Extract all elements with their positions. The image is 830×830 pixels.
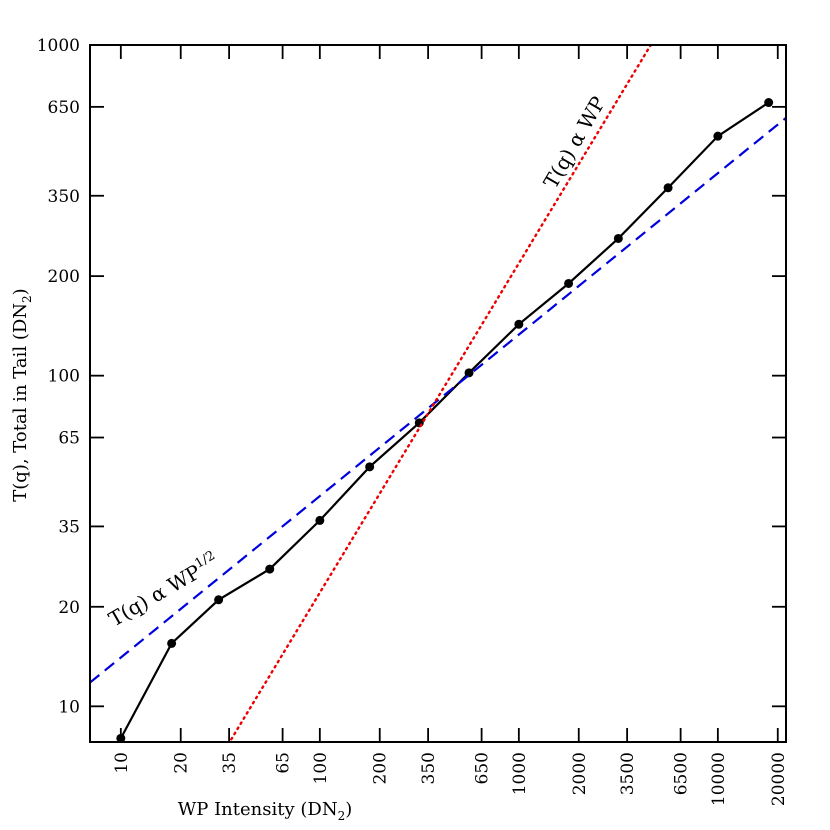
y-tick-label: 35 [58,517,80,537]
y-axis-title: T(q), Total in Tail (DN2) [10,288,34,501]
y-tick-label: 650 [48,98,80,118]
y-tick-label: 20 [58,598,80,618]
linear-fit-line [228,45,652,742]
data-line [119,101,770,739]
x-tick-label: 650 [473,752,493,784]
data-point [167,638,177,648]
x-tick-label: 1000 [510,752,530,795]
x-tick-label: 6500 [672,752,692,795]
y-tick-label: 200 [48,267,80,287]
ticks-layer: 10 20 35 65 100 200 350 650 1000 2000 3500 6500 1000… [37,36,789,806]
x-tick-label: 350 [419,752,439,784]
y-tick-label: 10 [58,697,80,717]
x-tick-label: 100 [311,752,331,784]
plot-frame [89,44,787,743]
x-tick-label: 65 [274,752,294,774]
data-point [713,131,723,141]
y-tick-label: 350 [48,187,80,207]
x-tick-label: 35 [220,752,240,774]
x-tick-label: 2000 [570,752,590,795]
x-tick-label: 200 [371,752,391,784]
data-point [414,418,424,428]
data-point [265,564,275,574]
x-tick-label: 20000 [769,752,789,806]
linear-relation-label: T(q) α WP [539,92,611,192]
data-point [564,278,574,288]
data-point [214,595,224,605]
data-point [315,515,325,525]
y-tick-label: 100 [48,367,80,387]
data-point [663,183,673,193]
data-point [365,462,375,472]
sqrt-fit-line [90,117,786,684]
series-layer [90,45,786,742]
x-tick-label: 10 [112,752,132,774]
x-tick-label: 3500 [618,752,638,795]
data-point [613,233,623,243]
y-tick-label: 1000 [37,36,80,56]
y-tick-label: 65 [58,429,80,449]
sqrt-relation-label: T(q) α WP1/2 [104,548,223,631]
x-tick-label: 10000 [709,752,729,806]
data-point [514,319,524,329]
data-point [464,368,474,378]
data-point [764,98,774,108]
x-axis-title: WP Intensity (DN2) [178,799,353,823]
x-tick-label: 20 [172,752,192,774]
